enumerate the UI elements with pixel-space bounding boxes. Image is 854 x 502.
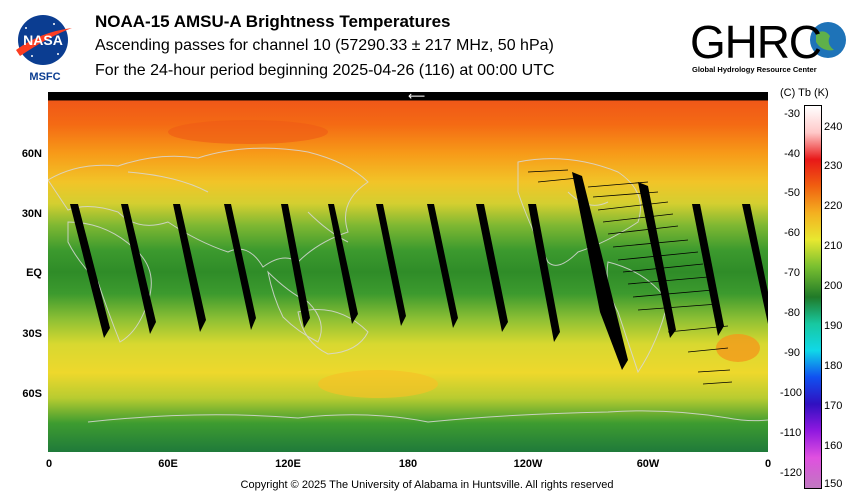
period-line: For the 24-hour period beginning 2025-04…: [95, 62, 555, 79]
nasa-logo: NASA MSFC: [10, 10, 80, 83]
lon-label-120e: 120E: [275, 458, 301, 470]
kelvin-label: 160: [824, 440, 843, 452]
kelvin-label: 240: [824, 121, 843, 133]
copyright-notice: Copyright © 2025 The University of Alaba…: [240, 479, 614, 491]
ghrc-logo-text: GHRC: [690, 16, 822, 68]
celsius-label: -50: [784, 187, 800, 199]
page-subtitle: Ascending passes for channel 10 (57290.3…: [95, 37, 554, 54]
ghrc-logo: GHRC Global Hydrology Resource Center: [688, 10, 848, 80]
kelvin-label: 200: [824, 280, 843, 292]
kelvin-label: 230: [824, 160, 843, 172]
lat-label-30s: 30S: [22, 328, 42, 340]
celsius-label: -110: [780, 427, 802, 439]
lat-label-60s: 60S: [22, 388, 42, 400]
celsius-label: -60: [784, 227, 800, 239]
kelvin-label: 190: [824, 320, 843, 332]
ghrc-logo-caption: Global Hydrology Resource Center: [692, 65, 817, 74]
kelvin-label: 170: [824, 400, 843, 412]
kelvin-label: 150: [824, 478, 843, 490]
scale-header: (C) Tb (K): [780, 87, 829, 99]
nasa-logo-text: NASA: [23, 32, 63, 48]
lon-label-60e: 60E: [158, 458, 178, 470]
lon-label-180: 180: [398, 458, 418, 470]
lon-label-0: 0: [45, 458, 53, 470]
celsius-label: -30: [784, 108, 800, 120]
kelvin-label: 180: [824, 360, 843, 372]
lat-label-eq: EQ: [26, 267, 42, 279]
brightness-temperature-map: ⟵: [48, 92, 768, 452]
celsius-label: -80: [784, 307, 800, 319]
nasa-logo-caption: MSFC: [29, 71, 60, 82]
celsius-label: -120: [780, 467, 803, 479]
page-title: NOAA-15 AMSU-A Brightness Temperatures: [95, 12, 451, 31]
kelvin-label: 210: [824, 240, 843, 252]
lon-label-60w: 60W: [636, 458, 660, 470]
celsius-label: -70: [784, 267, 800, 279]
lon-label-0-east: 0: [764, 458, 772, 470]
lon-label-120w: 120W: [513, 458, 543, 470]
celsius-label: -100: [780, 387, 803, 399]
celsius-label: -90: [784, 347, 800, 359]
lat-label-30n: 30N: [21, 208, 42, 220]
kelvin-label: 220: [824, 200, 843, 212]
temperature-colorbar: [804, 105, 822, 489]
lat-label-60n: 60N: [21, 148, 42, 160]
date-line-marker: ⟵: [408, 92, 425, 103]
celsius-label: -40: [784, 148, 800, 160]
